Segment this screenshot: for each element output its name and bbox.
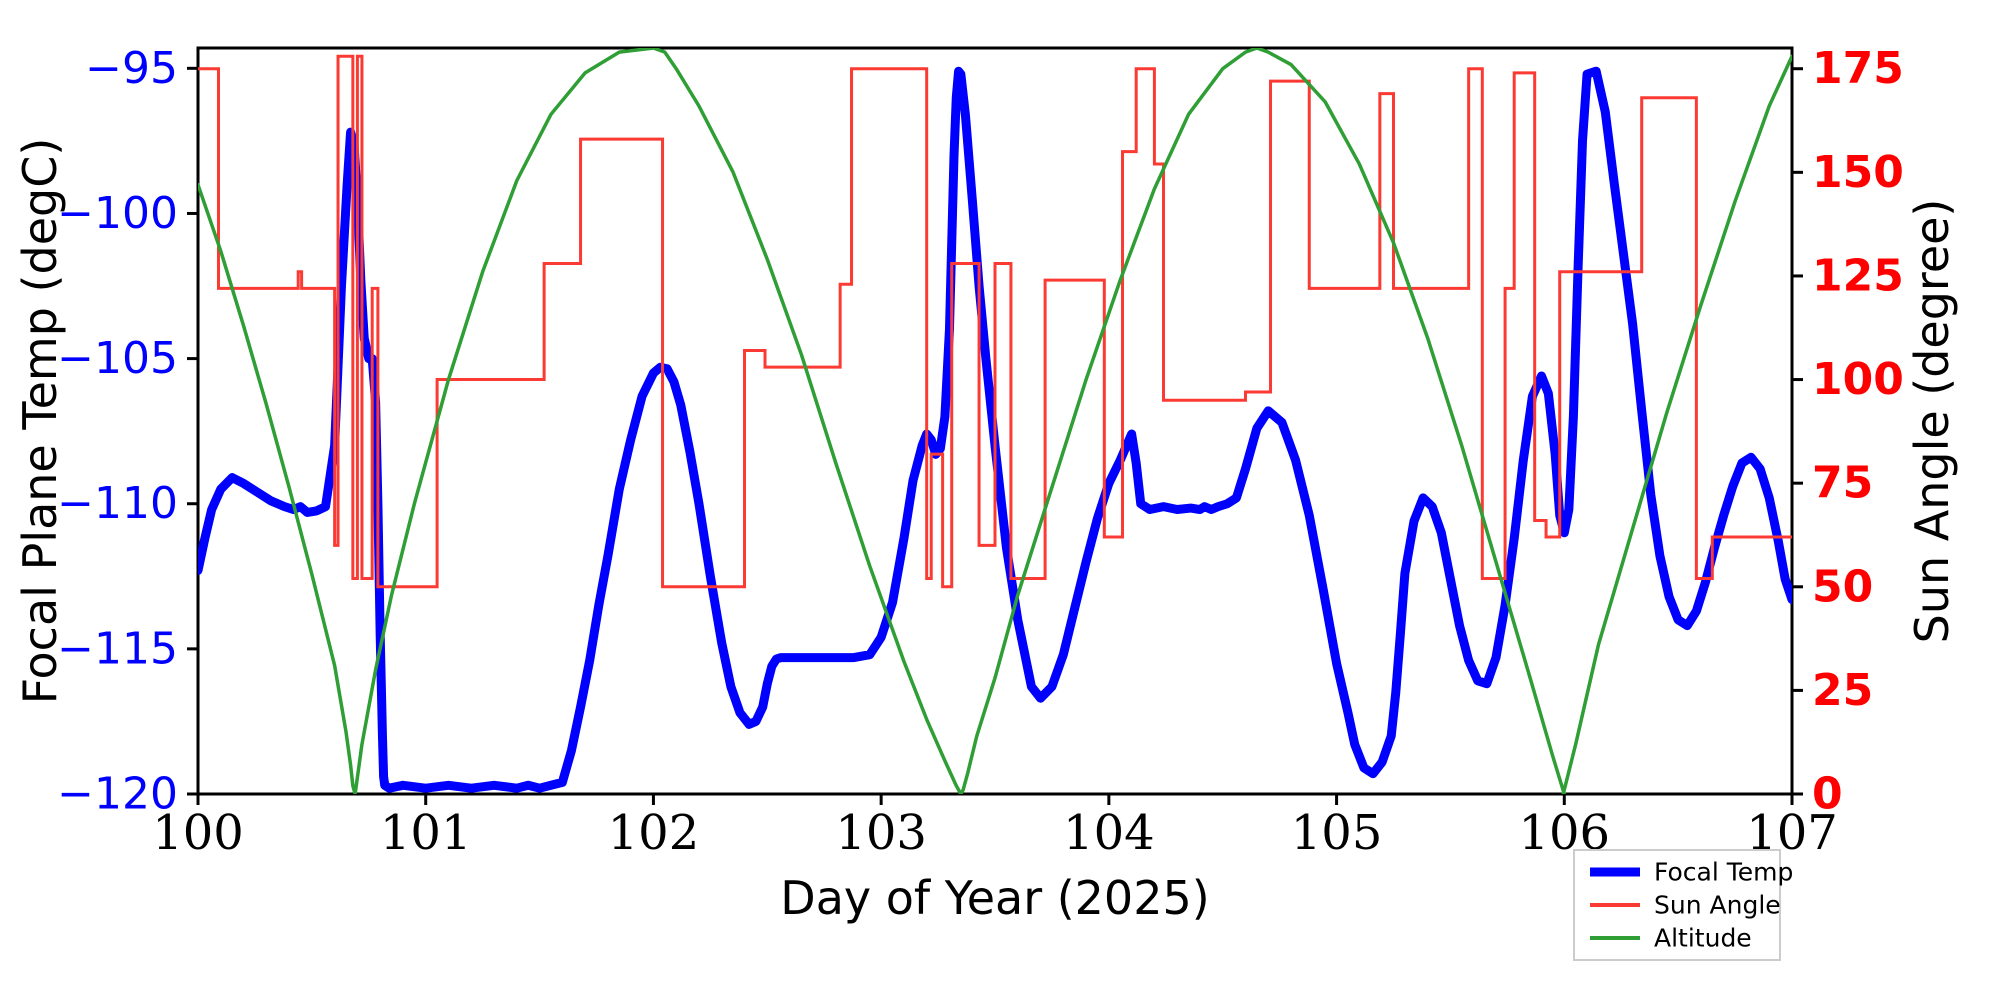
- legend-label-sun-angle: Sun Angle: [1654, 891, 1781, 920]
- y-right-tick-label: 75: [1812, 458, 1873, 509]
- y-right-tick-label: 175: [1812, 43, 1904, 94]
- series-line-altitude: [198, 48, 1792, 794]
- x-tick-label: 104: [1063, 805, 1155, 861]
- legend-label-altitude: Altitude: [1654, 924, 1752, 953]
- y-right-tick-label: 100: [1812, 354, 1904, 405]
- y-right-tick-label: 50: [1812, 561, 1873, 612]
- y-left-axis-title: Focal Plane Temp (degC): [13, 138, 67, 705]
- y-left-tick-label: −95: [85, 43, 178, 94]
- x-tick-label: 105: [1291, 805, 1383, 861]
- series-line-sun-angle: [198, 54, 1792, 589]
- y-left-tick-label: −110: [57, 478, 178, 529]
- y-left-tick-label: −120: [57, 769, 178, 820]
- y-right-tick-label: 25: [1812, 665, 1873, 716]
- x-axis-title: Day of Year (2025): [780, 871, 1209, 925]
- y-left-tick-label: −115: [57, 623, 178, 674]
- y-right-tick-label: 150: [1812, 147, 1904, 198]
- x-tick-label: 100: [152, 805, 244, 861]
- y-left-tick-label: −105: [57, 333, 178, 384]
- y-right-axis-title: Sun Angle (degree): [1905, 199, 1959, 644]
- y-left-tick-label: −100: [57, 188, 178, 239]
- legend-label-focal-temp: Focal Temp: [1654, 858, 1793, 887]
- x-tick-label: 101: [380, 805, 472, 861]
- y-right-tick-label: 125: [1812, 250, 1904, 301]
- x-tick-label: 103: [835, 805, 927, 861]
- x-tick-label: 102: [608, 805, 700, 861]
- y-right-tick-label: 0: [1812, 769, 1843, 820]
